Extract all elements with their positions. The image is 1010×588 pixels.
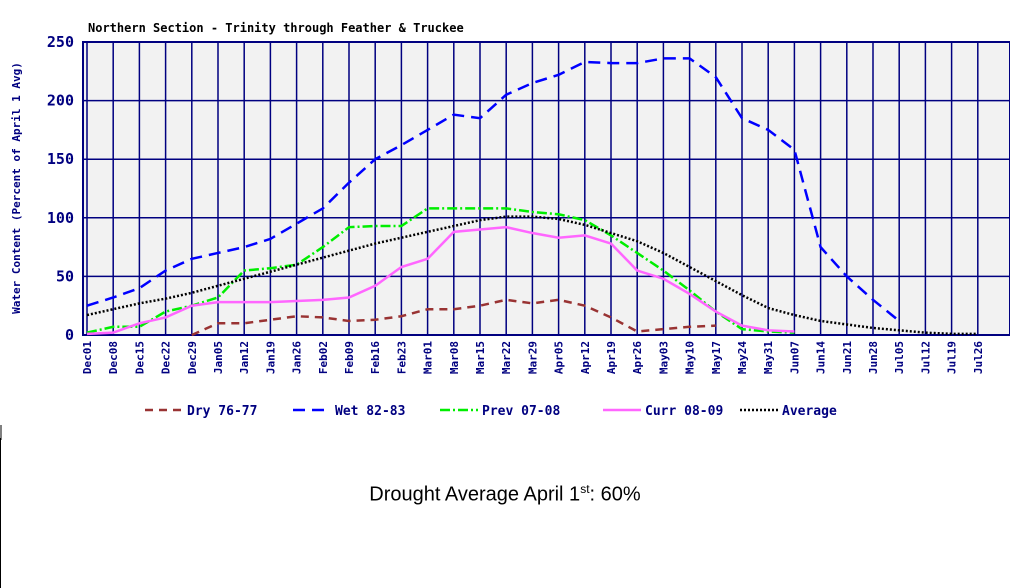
- x-tick-label: May31: [762, 341, 775, 374]
- legend-label: Dry 76-77: [187, 404, 257, 419]
- x-tick-label: Mar29: [526, 341, 539, 374]
- x-tick-label: Jul26: [972, 341, 985, 374]
- x-tick-label: Dec29: [186, 341, 199, 374]
- note-sup: st: [580, 482, 590, 496]
- x-tick-label: Feb02: [317, 341, 330, 374]
- x-tick-label: Jul05: [893, 341, 906, 374]
- legend-label: Average: [782, 404, 837, 419]
- x-tick-label: Jun14: [815, 341, 828, 374]
- legend-label: Wet 82-83: [335, 404, 405, 419]
- x-tick-label: Mar01: [422, 341, 435, 374]
- x-tick-label: Jan05: [212, 341, 225, 374]
- x-tick-label: Jun21: [841, 341, 854, 374]
- x-tick-label: Jul19: [946, 341, 959, 374]
- y-axis-label: Water Content (Percent of April 1 Avg): [10, 62, 23, 314]
- series-line: [86, 215, 978, 336]
- note-text: Drought Average April 1: [369, 483, 581, 506]
- x-tick-label: Feb23: [395, 341, 408, 374]
- y-tick-label: 100: [47, 209, 74, 227]
- x-tick-label: Feb16: [369, 341, 382, 374]
- legend-label: Prev 07-08: [482, 404, 560, 419]
- x-tick-label: May17: [710, 341, 723, 374]
- y-tick-label: 250: [47, 33, 74, 51]
- series-line: [86, 207, 795, 334]
- chart: Northern Section - Trinity through Feath…: [0, 21, 1010, 440]
- x-tick-label: Mar08: [448, 341, 461, 374]
- plot-area: [82, 41, 1010, 336]
- x-tick-label: May24: [736, 341, 749, 374]
- x-tick-label: Apr19: [605, 341, 618, 374]
- x-tick-label: Mar22: [500, 341, 513, 374]
- x-tick-label: Apr05: [553, 341, 566, 374]
- x-tick-label: Dec08: [107, 341, 120, 374]
- x-tick-label: Dec15: [133, 341, 146, 374]
- x-tick-label: Apr26: [631, 341, 644, 374]
- legend-label: Curr 08-09: [645, 404, 723, 419]
- series-line: [86, 225, 795, 336]
- x-tick-label: Jun07: [788, 341, 801, 374]
- y-tick-label: 0: [65, 326, 74, 344]
- series-line: [191, 298, 716, 337]
- note-tail: : 60%: [589, 483, 641, 506]
- x-tick-label: May03: [657, 341, 670, 374]
- x-tick-label: Jul12: [919, 341, 932, 374]
- chart-title: Northern Section - Trinity through Feath…: [88, 21, 464, 35]
- edge-line: [0, 438, 1, 588]
- x-tick-label: Jan12: [238, 341, 251, 374]
- y-tick-label: 50: [56, 267, 74, 285]
- x-tick-label: Apr12: [579, 341, 592, 374]
- y-tick-label: 200: [47, 92, 74, 110]
- x-tick-label: Dec22: [160, 341, 173, 374]
- x-tick-label: Jan19: [264, 341, 277, 374]
- y-tick-label: 150: [47, 150, 74, 168]
- x-tick-label: Feb09: [343, 341, 356, 374]
- x-tick-label: Jun28: [867, 341, 880, 374]
- x-tick-label: Dec01: [81, 341, 94, 374]
- x-tick-label: Jan26: [291, 341, 304, 374]
- x-tick-label: May10: [684, 341, 697, 374]
- series-line: [86, 57, 900, 322]
- x-tick-label: Mar15: [474, 341, 487, 374]
- note: Drought Average April 1st: 60%: [0, 482, 1010, 507]
